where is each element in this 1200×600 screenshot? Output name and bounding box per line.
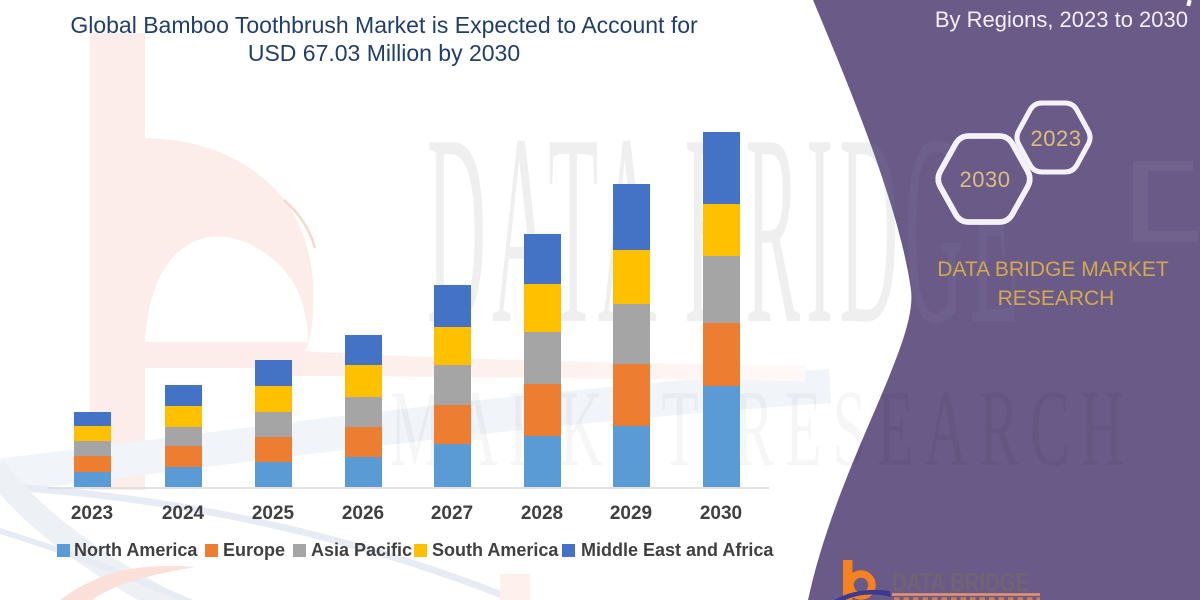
svg-text:2023: 2023 [71,503,113,524]
svg-text:By Regions, 2023 to 2030: By Regions, 2023 to 2030 [935,7,1188,32]
svg-text:DATA BRIDGE: DATA BRIDGE [892,567,1029,597]
svg-text:2023: 2023 [1031,126,1082,151]
svg-text:2030: 2030 [700,503,742,524]
svg-text:2030: 2030 [960,167,1011,192]
svg-text:Asia Pacific: Asia Pacific [311,540,412,560]
svg-text:DATA BRIDGE MARKET: DATA BRIDGE MARKET [937,258,1169,281]
svg-text:Middle East and Africa: Middle East and Africa [581,540,774,560]
svg-text:RESEARCH: RESEARCH [998,287,1115,310]
svg-text:2026: 2026 [342,503,384,524]
svg-text:2028: 2028 [521,503,563,524]
svg-text:South America: South America [432,540,559,560]
svg-text:2024: 2024 [162,503,205,524]
svg-text:2029: 2029 [610,503,652,524]
svg-text:Global Bamboo Toothbrush Marke: Global Bamboo Toothbrush Market is Expec… [70,12,698,38]
svg-text:2025: 2025 [252,503,295,524]
svg-text:USD 67.03 Million by 2030: USD 67.03 Million by 2030 [248,40,520,66]
svg-text:2027: 2027 [431,503,473,524]
svg-text:North America: North America [74,540,198,560]
svg-text:Europe: Europe [223,540,285,560]
